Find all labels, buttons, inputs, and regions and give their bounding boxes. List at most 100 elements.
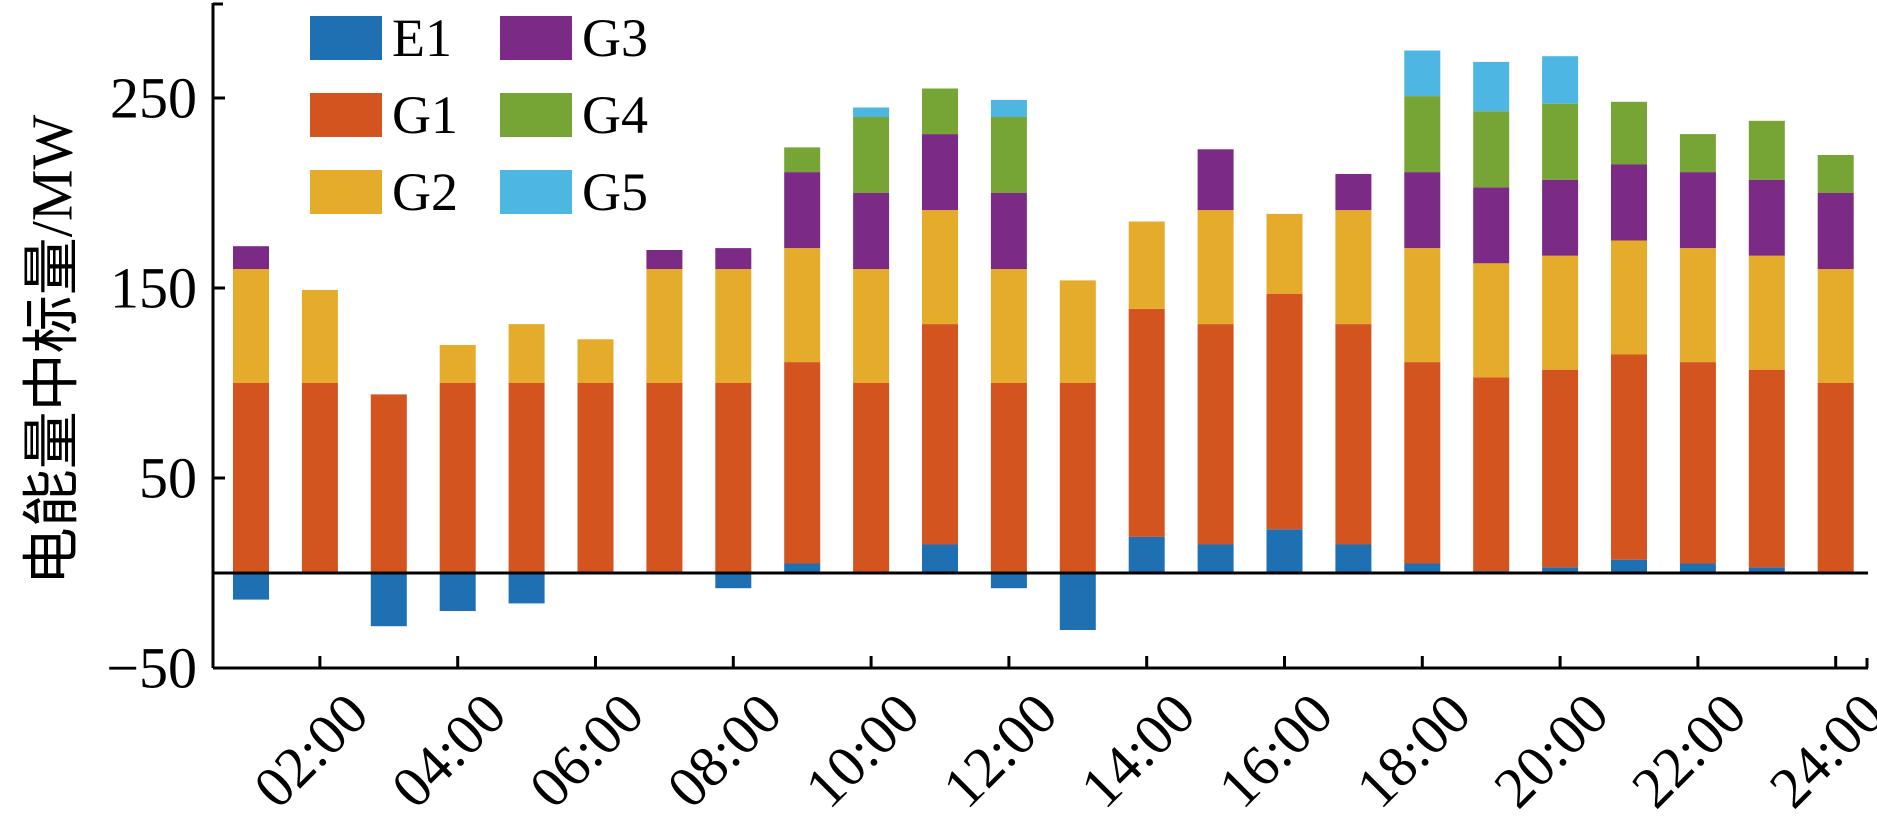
bar-g3-2300 <box>1748 179 1785 256</box>
bar-g2-1400 <box>1128 221 1165 309</box>
legend-label-g1: G1 <box>392 85 458 145</box>
y-tick-label-0: −50 <box>106 636 197 701</box>
bar-g3-1700 <box>1335 174 1372 211</box>
bar-g4-1200 <box>990 117 1027 193</box>
bar-g3-0800 <box>715 248 752 269</box>
bars-layer <box>233 50 1854 630</box>
x-tick-label-1: 04:00 <box>379 681 518 820</box>
bar-g3-0100 <box>233 246 269 269</box>
bar-g1-0600 <box>577 383 614 573</box>
legend-swatch-g5 <box>500 170 572 214</box>
bar-e1-2100 <box>1611 559 1647 573</box>
bar-g1-2200 <box>1679 362 1716 564</box>
legend-swatch-e1 <box>310 16 382 60</box>
bar-e1-0800 <box>715 573 752 589</box>
bar-g2-1800 <box>1404 248 1441 363</box>
bar-g1-2400 <box>1817 383 1854 573</box>
bar-g2-0700 <box>646 269 683 383</box>
bar-g4-2400 <box>1817 155 1854 193</box>
bar-e1-1700 <box>1335 544 1372 573</box>
bar-g1-1800 <box>1404 362 1441 564</box>
bar-g2-1100 <box>922 210 958 325</box>
bar-g2-0600 <box>577 339 614 383</box>
bar-g3-2400 <box>1817 193 1854 269</box>
bar-g1-0500 <box>508 383 545 573</box>
bar-g2-1600 <box>1266 213 1303 294</box>
bar-g4-1800 <box>1404 96 1441 173</box>
x-tick-label-9: 20:00 <box>1481 681 1620 820</box>
legend-swatch-g1 <box>310 93 382 137</box>
bar-g5-1800 <box>1404 50 1441 97</box>
x-tick-label-7: 16:00 <box>1206 681 1345 820</box>
bar-e1-0500 <box>508 573 545 604</box>
x-tick-label-0: 02:00 <box>241 681 380 820</box>
bar-g2-0200 <box>301 289 338 383</box>
bar-g1-0200 <box>301 383 338 573</box>
bar-e1-2300 <box>1748 567 1785 573</box>
bar-g2-2000 <box>1542 255 1579 370</box>
bar-g3-1100 <box>922 134 958 211</box>
bar-g2-1500 <box>1197 210 1234 325</box>
bar-g3-1000 <box>853 193 890 269</box>
bar-g1-1900 <box>1473 377 1510 572</box>
bar-g2-2300 <box>1748 255 1785 370</box>
bar-g5-2000 <box>1542 56 1579 104</box>
bar-g1-2000 <box>1542 369 1579 568</box>
bar-g3-0900 <box>784 172 821 249</box>
bar-g4-2000 <box>1542 103 1579 180</box>
bar-g1-0800 <box>715 383 752 573</box>
y-tick-label-1: 50 <box>139 446 197 511</box>
bar-e1-2200 <box>1679 563 1716 573</box>
bar-g2-1200 <box>990 269 1027 383</box>
legend-label-e1: E1 <box>392 8 452 68</box>
bar-g3-2000 <box>1542 179 1579 256</box>
x-tick-label-6: 14:00 <box>1068 681 1207 820</box>
bar-g1-1400 <box>1128 308 1165 537</box>
bar-g1-1100 <box>922 324 958 545</box>
bar-g1-1200 <box>990 383 1027 573</box>
bar-g5-1900 <box>1473 61 1510 112</box>
bar-g4-2200 <box>1679 134 1716 173</box>
bar-g1-0900 <box>784 362 821 564</box>
bar-g1-1600 <box>1266 293 1303 530</box>
legend-swatch-g2 <box>310 170 382 214</box>
bar-e1-1400 <box>1128 536 1165 573</box>
legend-label-g4: G4 <box>582 85 648 145</box>
x-tick-label-4: 10:00 <box>792 681 931 820</box>
bar-g4-0900 <box>784 147 821 173</box>
bar-g2-1700 <box>1335 210 1372 325</box>
y-tick-label-3: 250 <box>110 66 197 131</box>
legend-label-g3: G3 <box>582 8 648 68</box>
bar-g5-1000 <box>853 107 890 117</box>
y-axis-label: 电能量中标量/MW <box>19 115 84 586</box>
bar-g3-1900 <box>1473 187 1510 264</box>
bar-e1-0400 <box>439 573 476 611</box>
x-tick-label-8: 18:00 <box>1344 681 1483 820</box>
bar-g3-2100 <box>1611 164 1647 241</box>
bar-g4-2100 <box>1611 101 1647 165</box>
bar-g4-1900 <box>1473 111 1510 188</box>
x-tick-label-10: 22:00 <box>1619 681 1758 820</box>
x-tick-label-11: 24:00 <box>1757 681 1877 820</box>
bar-g2-0900 <box>784 248 821 363</box>
bar-e1-1500 <box>1197 544 1234 573</box>
bar-g2-1900 <box>1473 263 1510 378</box>
bar-g1-1500 <box>1197 324 1234 545</box>
bar-g1-2100 <box>1611 354 1647 560</box>
bar-g3-1200 <box>990 193 1027 269</box>
bar-g2-0400 <box>439 345 476 383</box>
legend-label-g5: G5 <box>582 162 648 222</box>
x-tick-label-3: 08:00 <box>655 681 794 820</box>
bar-g1-0300 <box>370 394 407 573</box>
bar-g4-1100 <box>922 88 958 135</box>
bar-g3-1500 <box>1197 149 1234 211</box>
bar-g2-2400 <box>1817 269 1854 383</box>
bar-g2-0500 <box>508 324 545 383</box>
bar-e1-0900 <box>784 563 821 573</box>
bar-e1-0100 <box>233 573 269 600</box>
legend-label-g2: G2 <box>392 162 458 222</box>
bar-g2-0100 <box>233 269 269 383</box>
bar-g1-1700 <box>1335 324 1372 545</box>
bar-g4-1000 <box>853 117 890 193</box>
